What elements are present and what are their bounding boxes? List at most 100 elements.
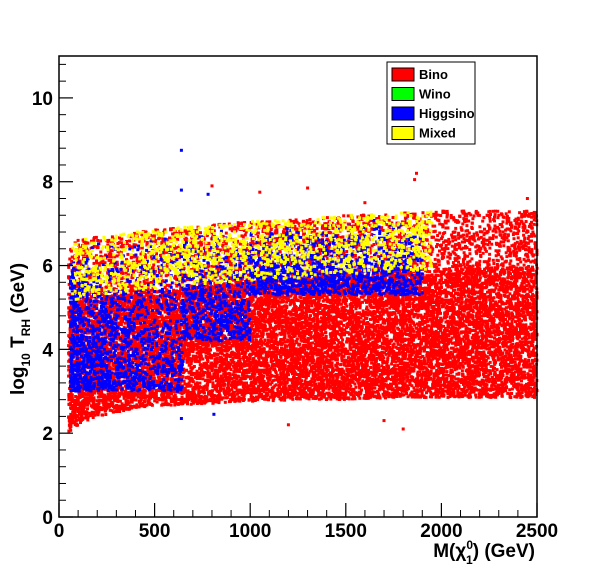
bino-point [149,350,153,354]
bino-point [94,378,98,382]
bino-point [459,267,463,271]
bino-point [320,316,323,320]
bino-point [365,317,369,320]
bino-point [263,342,267,346]
bino-point [519,367,523,371]
bino-point [425,317,429,321]
bino-point [272,342,276,345]
bino-point [333,329,337,333]
bino-point [247,312,251,316]
bino-point [462,305,466,309]
bino-point [163,310,167,314]
bino-point [409,348,413,351]
bino-point [196,355,199,359]
bino-point [70,393,74,397]
bino-point [85,400,89,403]
bino-point [86,407,89,411]
bino-point [458,273,462,276]
bino-point [363,298,367,302]
bino-point [348,314,352,318]
bino-point [168,341,172,345]
bino-point [317,375,321,379]
bino-point [480,314,483,318]
bino-point [278,349,282,353]
bino-point [283,393,287,397]
bino-point [444,389,448,393]
bino-point [177,333,180,337]
bino-point [110,347,113,351]
bino-point [339,302,343,306]
bino-point [488,283,492,287]
bino-point [203,397,207,401]
bino-point [136,356,140,360]
bino-point [461,358,465,361]
bino-point [487,277,491,281]
bino-point [527,389,531,393]
bino-point [325,370,329,374]
bino-point [194,357,198,361]
bino-point [461,268,465,272]
bino-point [440,355,444,359]
bino-point [336,339,340,342]
bino-point [341,338,345,342]
bino-point [271,399,275,403]
bino-point [253,307,257,311]
bino-point [254,295,258,299]
bino-point [321,299,325,303]
bino-point [465,317,468,321]
bino-point [422,339,426,343]
bino-point [406,377,410,381]
bino-point [302,335,306,339]
bino-point [258,329,261,333]
bino-point [248,365,252,369]
bino-point [358,306,362,310]
bino-point [155,295,159,299]
bino-point [504,389,508,393]
bino-point [306,336,310,340]
bino-point [164,319,168,323]
bino-point [264,350,268,354]
bino-point [484,300,488,304]
bino-point [349,384,353,388]
bino-point [198,381,202,385]
bino-point [71,410,75,414]
bino-point [189,402,193,406]
bino-point [254,287,258,291]
bino-point [339,321,343,325]
bino-point [388,311,392,315]
bino-point [257,358,261,362]
bino-point [456,282,460,285]
bino-point [392,376,396,380]
bino-point [120,402,124,406]
bino-point [469,374,473,377]
bino-point [322,355,326,358]
bino-point [443,314,447,318]
bino-point [478,373,481,377]
bino-point [473,329,477,333]
bino-point [518,289,522,293]
bino-point [526,299,530,302]
bino-point [434,278,437,282]
bino-point [290,394,294,398]
bino-point [449,269,453,273]
bino-point [157,334,161,337]
bino-point [455,270,459,274]
bino-point [469,304,473,308]
bino-point [154,320,158,324]
bino-point [426,319,430,323]
bino-point [227,333,231,337]
bino-point [533,368,537,372]
bino-point [487,362,490,366]
bino-point [401,272,405,276]
bino-point [327,309,331,313]
bino-point [86,314,90,318]
bino-point [528,306,532,310]
bino-point [406,357,410,361]
bino-point [512,351,516,355]
bino-point [323,338,327,342]
bino-point [456,389,460,393]
bino-point [452,306,456,310]
bino-point [261,395,265,399]
bino-point [352,344,356,348]
bino-point [306,338,310,342]
